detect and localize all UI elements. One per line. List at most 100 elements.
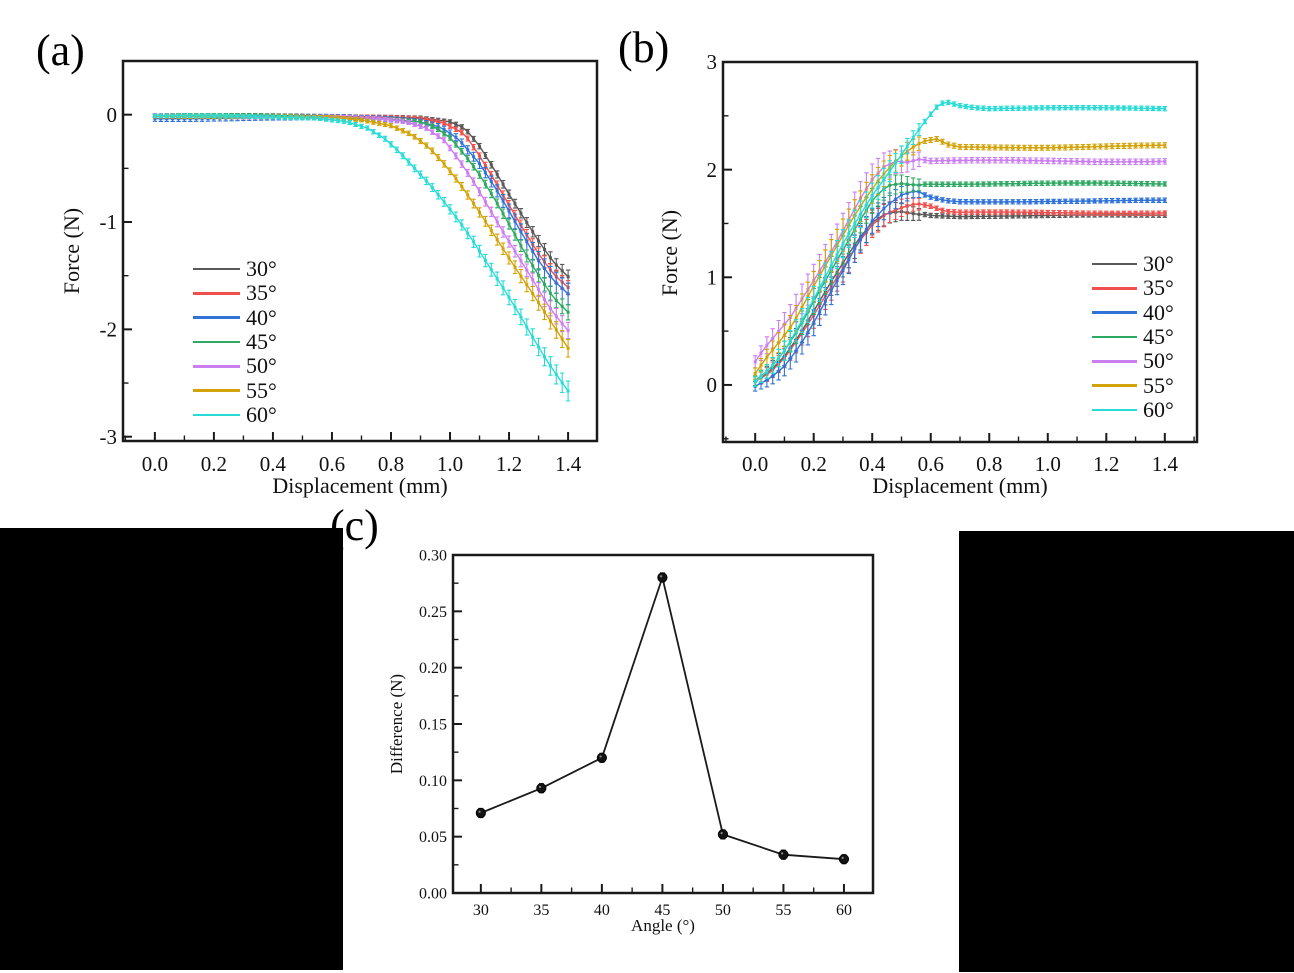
legend-entry-40deg: 40° xyxy=(1092,301,1174,325)
svg-text:0: 0 xyxy=(107,103,118,127)
svg-text:60: 60 xyxy=(836,902,852,919)
legend-line-swatch xyxy=(1092,408,1137,412)
legend-entry-30deg: 30° xyxy=(193,257,277,281)
difference-point-highlight xyxy=(781,852,784,855)
legend-line-swatch xyxy=(1092,287,1137,290)
svg-text:0: 0 xyxy=(707,373,718,397)
chart-c-yaxis-title: Difference (N) xyxy=(387,673,406,775)
difference-point-55deg xyxy=(778,849,789,860)
svg-text:0.15: 0.15 xyxy=(419,716,447,733)
redaction-block-left xyxy=(0,528,343,970)
legend-entry-45deg: 45° xyxy=(193,330,277,354)
legend-entry-35deg: 35° xyxy=(193,281,277,305)
difference-point-35deg xyxy=(536,783,547,794)
svg-text:0.8: 0.8 xyxy=(378,452,404,476)
svg-text:1.0: 1.0 xyxy=(437,452,463,476)
legend-label: 45° xyxy=(1143,324,1174,350)
difference-point-40deg xyxy=(596,752,607,763)
svg-text:0.30: 0.30 xyxy=(419,547,447,564)
svg-text:0.00: 0.00 xyxy=(419,885,447,902)
legend-entry-55deg: 55° xyxy=(1092,373,1174,397)
legend-label: 50° xyxy=(1143,348,1174,374)
chart-b-plot: 0.0 0.2 0.4 0.6 0.8 1.0 1.2 1.4 0 1 2 3 xyxy=(707,50,1199,476)
legend-label: 60° xyxy=(246,401,277,427)
svg-text:50: 50 xyxy=(715,902,731,919)
difference-point-highlight xyxy=(538,785,542,789)
redaction-block-right xyxy=(959,531,1294,972)
chart-b-yaxis-title: Force (N) xyxy=(657,209,682,297)
legend-line-swatch xyxy=(1092,335,1137,339)
legend-line-swatch xyxy=(1092,262,1137,266)
legend-label: 40° xyxy=(246,304,277,330)
difference-point-highlight xyxy=(659,575,663,578)
legend-entry-40deg: 40° xyxy=(193,306,277,330)
difference-point-highlight xyxy=(478,810,481,813)
legend-line-swatch xyxy=(193,413,240,417)
legend-line-swatch xyxy=(1092,360,1137,363)
legend-entry-35deg: 35° xyxy=(1092,276,1174,300)
svg-text:-3: -3 xyxy=(100,425,118,449)
difference-point-30deg xyxy=(475,807,486,819)
svg-text:45: 45 xyxy=(654,902,670,919)
difference-point-60deg xyxy=(838,854,850,865)
panel-label-b: (b) xyxy=(618,23,670,72)
chart-a-frame xyxy=(121,59,599,443)
chart-c-plot: 30 35 40 45 50 55 60 0.00 0.05 0.10 0.15 0.20 0.25 0.… xyxy=(419,547,875,919)
svg-text:0.6: 0.6 xyxy=(918,452,944,476)
chart-c-xaxis-title: Angle (°) xyxy=(631,916,695,935)
svg-text:3: 3 xyxy=(707,50,718,74)
chart-b-xaxis-title: Displacement (mm) xyxy=(872,473,1048,498)
svg-text:0.4: 0.4 xyxy=(260,452,287,476)
chart-c-frame xyxy=(451,553,875,895)
legend-entry-60deg: 60° xyxy=(1092,398,1174,422)
difference-errorbars xyxy=(478,572,847,865)
difference-point-highlight xyxy=(599,755,602,758)
difference-point-highlight xyxy=(720,832,723,835)
legend-label: 55° xyxy=(1143,372,1174,398)
svg-text:0.6: 0.6 xyxy=(319,452,345,476)
legend-entry-55deg: 55° xyxy=(193,378,277,402)
difference-point-50deg xyxy=(717,829,729,840)
legend-label: 55° xyxy=(246,377,277,403)
legend-entry-30deg: 30° xyxy=(1092,252,1174,276)
chart-b-frame xyxy=(721,60,1199,444)
svg-text:0.05: 0.05 xyxy=(419,829,447,846)
chart-a-legend: 30° 35° 40° 45° 50° 55° 60° xyxy=(193,257,277,427)
svg-text:40: 40 xyxy=(594,902,610,919)
legend-line-swatch xyxy=(193,340,240,344)
panel-label-a: (a) xyxy=(36,26,85,75)
svg-text:0.0: 0.0 xyxy=(142,452,168,476)
difference-point-highlight xyxy=(841,856,844,860)
legend-label: 40° xyxy=(1143,299,1174,325)
legend-entry-45deg: 45° xyxy=(1092,325,1174,349)
svg-text:0.2: 0.2 xyxy=(801,452,827,476)
svg-text:55: 55 xyxy=(775,902,791,919)
legend-label: 60° xyxy=(1143,396,1174,422)
legend-line-swatch xyxy=(193,365,240,368)
svg-text:1: 1 xyxy=(707,265,718,289)
legend-label: 35° xyxy=(1143,275,1174,301)
chart-a-plot: 0.0 0.2 0.4 0.6 0.8 1.0 1.2 1.4 0 -1 -2 -3 xyxy=(100,59,599,476)
legend-line-swatch xyxy=(1092,384,1137,387)
legend-line-swatch xyxy=(1092,311,1137,315)
svg-text:0.2: 0.2 xyxy=(201,452,227,476)
legend-line-swatch xyxy=(193,389,240,392)
svg-text:-2: -2 xyxy=(100,318,118,342)
legend-label: 30° xyxy=(1143,251,1174,277)
legend-label: 50° xyxy=(246,353,277,379)
svg-text:30: 30 xyxy=(473,902,489,919)
svg-text:-1: -1 xyxy=(100,210,118,234)
svg-text:1.0: 1.0 xyxy=(1035,452,1061,476)
svg-text:0.8: 0.8 xyxy=(976,452,1002,476)
legend-line-swatch xyxy=(193,267,240,271)
svg-text:2: 2 xyxy=(707,158,718,182)
chart-b-legend: 30° 35° 40° 45° 50° 55° 60° xyxy=(1092,252,1174,422)
legend-line-swatch xyxy=(193,316,240,320)
svg-text:0.0: 0.0 xyxy=(742,452,768,476)
svg-text:0.10: 0.10 xyxy=(419,773,447,790)
svg-text:1.4: 1.4 xyxy=(1152,452,1179,476)
legend-line-swatch xyxy=(193,292,240,295)
svg-text:0.20: 0.20 xyxy=(419,660,447,677)
